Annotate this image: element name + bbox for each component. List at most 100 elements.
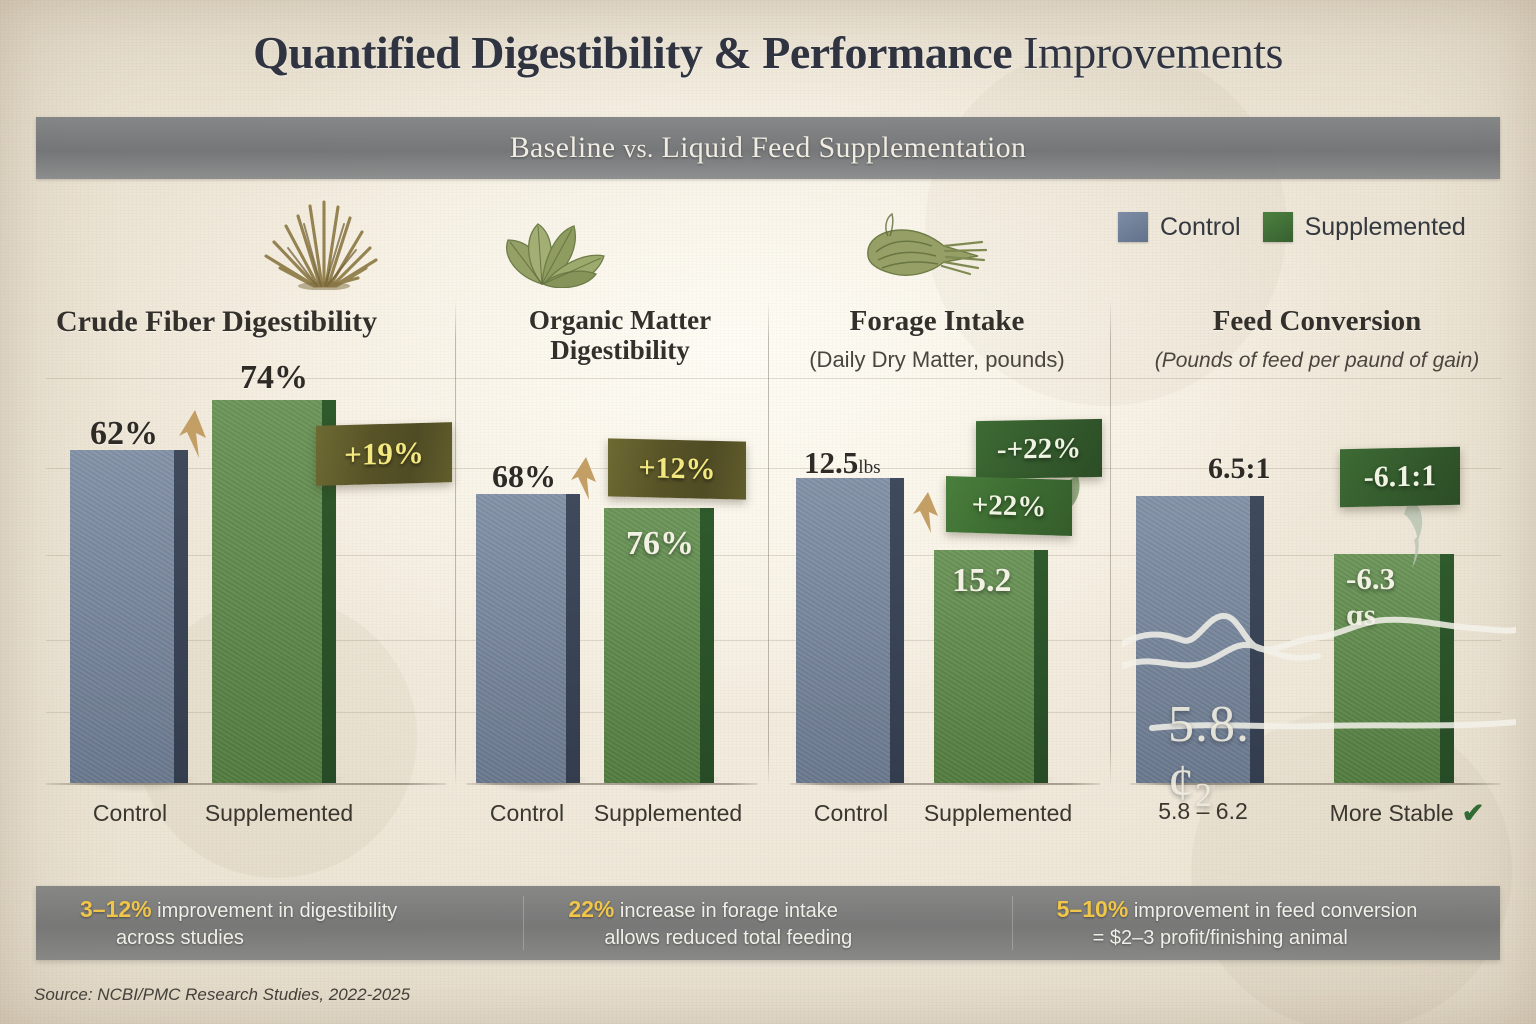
legend-item-supplemented[interactable]: Supplemented [1262,212,1466,242]
value-label-control-crude-fiber: 62% [90,415,158,453]
value-label-control-organic-matter: 68% [492,458,556,495]
footer-stats-band: 3–12% improvement in digestibility acros… [36,886,1500,960]
footer-stat-number: 3–12% [80,895,152,922]
legend-label-control: Control [1160,212,1241,241]
value-unit: lbs [858,457,881,478]
badge-text: -+22% [996,431,1082,466]
panel-title-organic-matter: Organic Matter Digestibility [470,305,770,365]
tick-label-supplemented-organic-matter: Supplemented [593,800,743,826]
footer-stat-feed-conversion: 5–10% improvement in feed conversion = $… [1013,886,1500,960]
value-number: 12.5 [804,445,859,480]
bar-face [934,550,1034,783]
tick-label-control-crude-fiber: Control [92,800,168,826]
footer-stat-line1: increase in forage intake [614,899,838,922]
tick-label-text: More Stable [1329,800,1454,826]
tick-label-control-feed-conversion: 5.8 – 6.2 [1158,798,1248,824]
legend-swatch-control-icon [1118,212,1148,242]
bar-face [70,450,174,783]
bar-side [174,450,188,783]
badge-delta-organic-matter: +12% [608,438,746,500]
value-label-control-feed-conversion: 6.5:1 [1208,452,1271,486]
badge-delta-forage-intake: +22% [946,476,1072,536]
bar-control-forage-intake [796,478,914,793]
tick-label-control-organic-matter: Control [489,800,565,826]
overlay-garble-text: 5.8.¢2 [1168,695,1250,814]
value-label-supplemented-crude-fiber: 74% [240,359,308,397]
footer-divider [523,896,525,950]
footer-stat-line1: improvement in feed conversion [1128,899,1418,922]
green-leaves-icon [506,223,605,288]
bar-face [1334,554,1440,783]
forage-sheaf-icon [867,212,988,276]
panel-title-crude-fiber: Crude Fiber Digestibility [56,305,378,338]
gridline [46,555,1501,556]
panel-baseline [466,783,758,785]
footer-stat-line1: improvement in digestibility [151,899,398,922]
bar-side [1440,554,1454,783]
panel-subtitle-feed-conversion: (Pounds of feed per paund of gain) [1154,349,1480,372]
gridline [46,640,1501,641]
bar-face [604,508,700,783]
footer-stat-text: 22% increase in forage intake allows red… [568,894,852,952]
subtitle-part-b: Liquid Feed Supplementation [653,131,1027,164]
gridline [46,468,1501,469]
panel-title-forage-intake: Forage Intake [849,305,1025,337]
bar-side [1034,550,1048,783]
legend-label-supplemented: Supplemented [1304,212,1466,241]
panel-baseline [1130,783,1500,785]
panel-divider [1110,300,1111,787]
bar-supplemented-forage-intake [934,550,1058,793]
value-label-supplemented-feed-conversion: -6.3ƨɒ [1346,561,1395,633]
panel-baseline [790,783,1100,785]
bar-supplemented-feed-conversion [1334,554,1464,793]
bar-side [1250,496,1264,783]
value-number: 74% [240,359,308,396]
up-arrow-icon [913,492,938,533]
value-number: 6.5:1 [1208,452,1271,485]
gridline [46,378,1501,379]
value-number: 68% [492,458,556,494]
bar-side [700,508,714,783]
callout-tail-icon [1404,498,1423,568]
bar-face [476,494,566,783]
overlay-garble-sub: 2 [1195,777,1213,814]
footer-stat-line2: = $2–3 profit/finishing animal [1092,927,1348,950]
badge-text: +19% [344,434,424,473]
badge-delta-crude-fiber: +19% [316,422,452,486]
value-garble: ƨɒ [1346,597,1376,632]
footer-stat-line2: allows reduced total feeding [604,927,853,950]
hay-tuft-icon [264,200,378,290]
bar-control-organic-matter [476,494,590,793]
footer-stat-number: 22% [568,895,615,922]
bar-control-crude-fiber [70,450,198,793]
tick-label-control-forage-intake: Control [813,800,889,826]
subtitle-vs: vs. [623,134,654,163]
badge-delta-feed-conversion: -6.1:1 [1340,446,1460,508]
value-number: -6.3 [1346,561,1396,596]
panel-divider [768,300,769,787]
source-citation: Source: NCBI/PMC Research Studies, 2022-… [34,985,411,1004]
panel-title-line1: Organic Matter [528,305,712,335]
bar-face [796,478,890,783]
tick-label-supplemented-feed-conversion: More Stable ✔ [1312,798,1502,829]
bar-face [212,400,322,783]
footer-stat-line2: across studies [116,927,244,950]
tick-label-supplemented-forage-intake: Supplemented [923,800,1073,826]
tick-label-supplemented-crude-fiber: Supplemented [204,800,354,826]
value-number: 76% [626,525,694,562]
value-number: 15.2 [952,562,1012,599]
footer-stat-forage-intake: 22% increase in forage intake allows red… [524,886,1011,960]
bar-supplemented-organic-matter [604,508,724,793]
bar-side [890,478,904,783]
badge-text: +12% [638,451,716,486]
footer-stat-number: 5–10% [1056,895,1129,922]
value-label-supplemented-forage-intake: 15.2 [952,562,1012,600]
page-title-light: Improvements [1012,27,1283,78]
legend-item-control[interactable]: Control [1118,212,1241,242]
panel-title-feed-conversion: Feed Conversion [1212,305,1422,337]
footer-divider [1011,896,1013,950]
bar-supplemented-crude-fiber [212,400,346,793]
panel-baseline [46,783,446,785]
badge-text: -6.1:1 [1363,459,1437,494]
legend-swatch-supplemented-icon [1262,212,1293,242]
